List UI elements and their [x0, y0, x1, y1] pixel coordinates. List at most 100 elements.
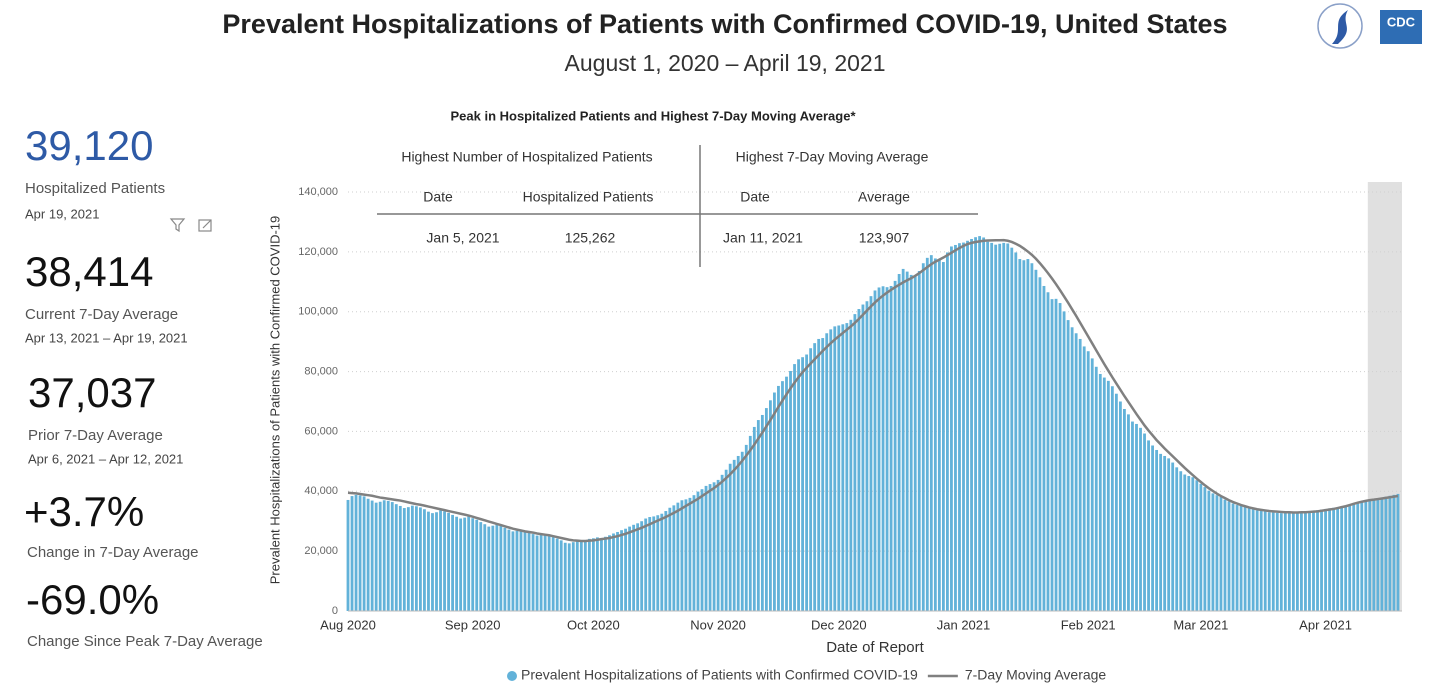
table-cell: 123,907 [859, 230, 910, 246]
bar [511, 531, 515, 611]
bar [535, 535, 539, 611]
bar [1348, 504, 1352, 611]
x-tick-label: Sep 2020 [445, 617, 501, 632]
x-tick-label: Mar 2021 [1173, 617, 1228, 632]
bar [539, 534, 543, 611]
bar [1199, 483, 1203, 611]
bar [1312, 510, 1315, 611]
bar [1304, 511, 1307, 611]
table-column-header: Average [858, 189, 910, 205]
kpi-label: Change Since Peak 7-Day Average [27, 633, 263, 650]
bar [1300, 512, 1303, 611]
bar [1259, 510, 1263, 611]
kpi-value: 39,120 [25, 122, 153, 169]
bar [893, 280, 897, 611]
bar [616, 531, 619, 611]
bar [1102, 377, 1106, 611]
bar [929, 255, 933, 611]
bar [1151, 445, 1154, 611]
bar [523, 531, 527, 611]
bar [1247, 508, 1251, 611]
bar [756, 420, 760, 611]
bar [1388, 495, 1392, 611]
table-group-header: Highest Number of Hospitalized Patients [401, 149, 652, 165]
bar [958, 243, 961, 611]
bar [644, 518, 648, 611]
bar [1010, 247, 1014, 611]
bar [515, 530, 519, 611]
bar [1030, 263, 1034, 611]
x-tick-label: Oct 2020 [567, 617, 620, 632]
bar [1384, 496, 1388, 611]
bar [1038, 277, 1042, 611]
bar [579, 541, 583, 611]
moving-average-line [347, 238, 1399, 543]
table-column-header: Date [423, 189, 453, 205]
bar [1123, 408, 1126, 611]
bar [1147, 440, 1150, 611]
bar [374, 502, 378, 611]
table-cell: Jan 5, 2021 [426, 230, 499, 246]
bar [394, 504, 398, 611]
bar [1368, 499, 1372, 611]
bar [527, 532, 531, 611]
bar [1183, 474, 1187, 611]
bar [632, 524, 636, 611]
expand-icon[interactable] [198, 219, 212, 232]
bar [849, 319, 853, 611]
bar [547, 535, 551, 611]
bar [1139, 427, 1142, 611]
bar [809, 348, 813, 611]
bar [1179, 471, 1183, 611]
bar [668, 507, 672, 611]
kpi-label: Current 7-Day Average [25, 306, 178, 323]
bar [837, 325, 841, 611]
bar [1118, 401, 1122, 611]
bar [913, 276, 917, 611]
bar [1034, 269, 1038, 611]
page-title: Prevalent Hospitalizations of Patients w… [222, 9, 1227, 39]
bar [716, 479, 720, 611]
bar [559, 540, 563, 611]
bar [1167, 458, 1171, 611]
bar [370, 500, 374, 611]
bar [1360, 501, 1364, 611]
bar [684, 499, 688, 611]
bar [664, 511, 668, 611]
plot-area [346, 182, 1402, 612]
bar [728, 463, 732, 611]
bar [1187, 476, 1191, 611]
bar [708, 484, 712, 611]
bar [805, 354, 809, 611]
bar [1340, 506, 1344, 611]
bar [427, 511, 430, 611]
bar [696, 491, 700, 611]
bar [857, 309, 861, 611]
bar [724, 469, 728, 611]
bar [974, 237, 977, 611]
bar [1018, 259, 1022, 611]
kpi-date: Apr 19, 2021 [25, 206, 99, 221]
bar [821, 338, 825, 611]
kpi-value: +3.7% [24, 488, 144, 535]
bar [777, 385, 780, 611]
x-tick-label: Feb 2021 [1061, 617, 1116, 632]
bar [551, 537, 555, 611]
x-tick-label: Nov 2020 [690, 617, 746, 632]
filter-icon[interactable] [169, 218, 186, 233]
bar [1054, 298, 1058, 611]
kpi-value: 37,037 [28, 369, 156, 416]
bar [1376, 498, 1380, 611]
bar [1074, 333, 1078, 611]
bar [483, 524, 487, 611]
bar [692, 495, 696, 611]
bar [587, 538, 591, 611]
bar [825, 333, 829, 611]
bar [1026, 259, 1030, 611]
table-title: Peak in Hospitalized Patients and Highes… [450, 108, 856, 123]
bar [1279, 513, 1283, 611]
bar [1159, 453, 1163, 611]
x-tick-label: Aug 2020 [320, 617, 376, 632]
kpi-value: -69.0% [26, 576, 159, 623]
